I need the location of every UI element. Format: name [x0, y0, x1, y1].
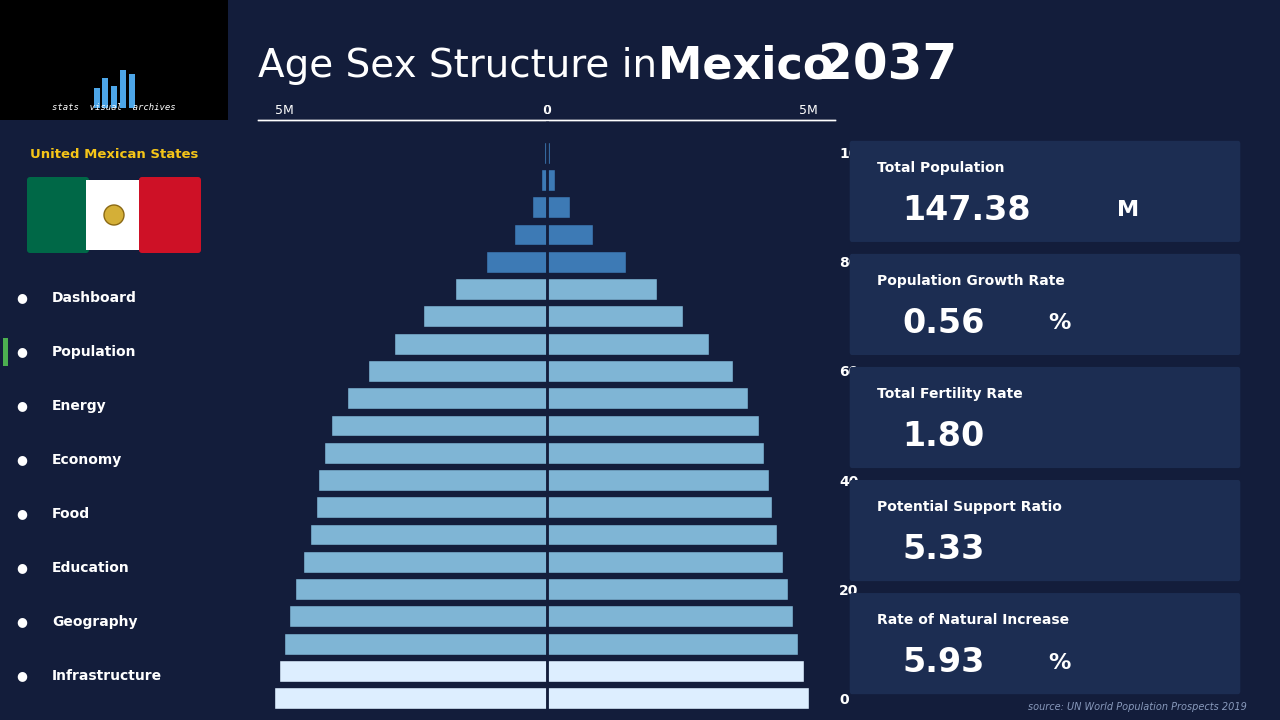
Bar [547, 688, 809, 709]
Text: 2037: 2037 [818, 42, 957, 90]
Bar [547, 333, 709, 354]
Text: M: M [1117, 200, 1139, 220]
Bar [486, 251, 547, 273]
Bar [369, 360, 547, 382]
Text: Potential Support Ratio: Potential Support Ratio [877, 500, 1062, 514]
Bar [302, 551, 547, 572]
Text: 147.38: 147.38 [902, 194, 1030, 227]
FancyBboxPatch shape [140, 177, 201, 253]
Text: Economy: Economy [52, 453, 123, 467]
Text: stats  visual  archives: stats visual archives [52, 103, 175, 112]
Text: ●: ● [17, 562, 27, 575]
Text: Food: Food [52, 507, 90, 521]
Bar [547, 224, 593, 246]
FancyBboxPatch shape [27, 177, 90, 253]
Text: ●: ● [17, 616, 27, 629]
Bar [284, 633, 547, 654]
FancyBboxPatch shape [850, 254, 1240, 355]
Bar [93, 88, 100, 108]
Bar [547, 169, 556, 191]
Text: Population Growth Rate: Population Growth Rate [877, 274, 1065, 288]
Bar [547, 523, 777, 546]
Text: %: % [1048, 313, 1071, 333]
Text: %: % [1048, 652, 1071, 672]
Bar [319, 469, 547, 491]
FancyBboxPatch shape [850, 367, 1240, 468]
Text: Age Sex Structure in: Age Sex Structure in [259, 47, 669, 85]
Circle shape [104, 205, 124, 225]
Bar [547, 305, 684, 328]
Text: 1.80: 1.80 [902, 420, 984, 453]
Bar [289, 606, 547, 627]
Text: Total Fertility Rate: Total Fertility Rate [877, 387, 1023, 401]
FancyBboxPatch shape [850, 593, 1240, 694]
Bar [547, 660, 804, 682]
Text: Total Population: Total Population [877, 161, 1005, 175]
Text: ●: ● [17, 670, 27, 683]
Text: Mexico: Mexico [658, 45, 849, 88]
Text: ●: ● [17, 508, 27, 521]
Bar [454, 278, 547, 300]
Bar [547, 251, 626, 273]
Bar [120, 70, 125, 108]
Text: source: UN World Population Prospects 2019: source: UN World Population Prospects 20… [1028, 702, 1247, 712]
Bar [274, 688, 547, 709]
Bar [547, 496, 772, 518]
Bar [394, 333, 547, 354]
Bar [0, 0, 228, 120]
Bar [541, 169, 547, 191]
Text: Energy: Energy [52, 399, 106, 413]
Bar [86, 180, 142, 250]
Bar [3, 338, 8, 366]
Bar [515, 224, 547, 246]
Bar [102, 78, 108, 108]
Bar [347, 387, 547, 409]
Bar [111, 86, 116, 108]
Bar [279, 660, 547, 682]
Text: ●: ● [17, 346, 27, 359]
Text: Population: Population [52, 345, 137, 359]
Bar [547, 278, 657, 300]
Bar [424, 305, 547, 328]
Bar [316, 496, 547, 518]
Text: United Mexican States: United Mexican States [29, 148, 198, 161]
Text: Education: Education [52, 561, 129, 575]
Text: Dashboard: Dashboard [52, 291, 137, 305]
Text: Infrastructure: Infrastructure [52, 669, 163, 683]
Bar [547, 469, 769, 491]
FancyBboxPatch shape [850, 141, 1240, 242]
Bar [547, 415, 759, 436]
Bar [547, 578, 787, 600]
Bar [547, 633, 799, 654]
Bar [547, 360, 732, 382]
FancyBboxPatch shape [850, 480, 1240, 581]
Bar [547, 551, 782, 572]
Text: 5.93: 5.93 [902, 646, 984, 679]
Bar [547, 606, 794, 627]
Text: ●: ● [17, 400, 27, 413]
Text: ●: ● [17, 292, 27, 305]
Text: 0.56: 0.56 [902, 307, 984, 340]
Bar [531, 197, 547, 218]
Bar [547, 142, 550, 163]
Text: 5.33: 5.33 [902, 533, 984, 566]
Text: Rate of Natural Increase: Rate of Natural Increase [877, 613, 1069, 627]
Bar [311, 523, 547, 546]
Bar [324, 442, 547, 464]
Bar [294, 578, 547, 600]
Bar [129, 74, 134, 108]
Text: ●: ● [17, 454, 27, 467]
Bar [332, 415, 547, 436]
Bar [544, 142, 547, 163]
Bar [547, 442, 764, 464]
Bar [547, 387, 749, 409]
Text: Geography: Geography [52, 615, 137, 629]
Bar [547, 197, 570, 218]
